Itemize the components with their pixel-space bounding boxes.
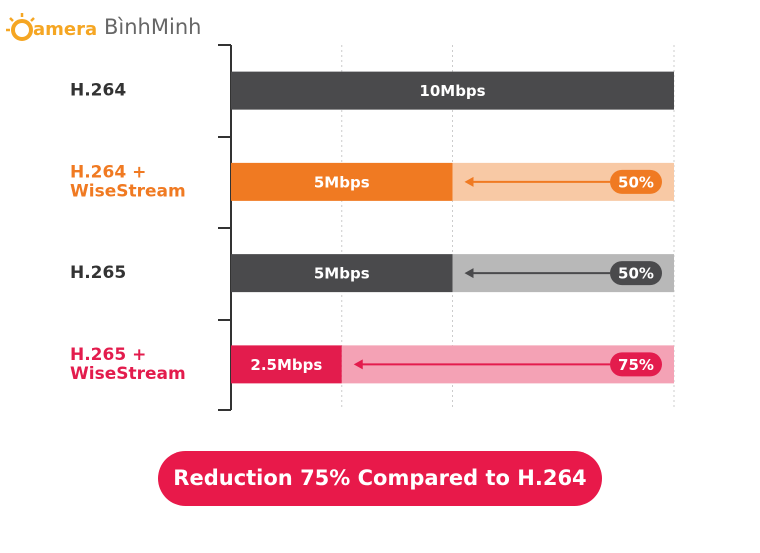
bar-label: 2.5Mbps — [250, 356, 322, 374]
axis-ticks — [218, 44, 231, 411]
arrow-head — [353, 359, 363, 370]
logo-text: amera — [33, 19, 97, 40]
reduction-label: 75% — [618, 356, 654, 374]
bar-label: 10Mbps — [419, 82, 485, 100]
reduction-badge — [610, 169, 662, 194]
logo-brand: BìnhMinh — [104, 15, 201, 39]
arrow-head — [464, 176, 474, 187]
reduction-badge — [610, 352, 662, 377]
bar — [231, 71, 674, 110]
category-label: H.264 — [70, 81, 126, 101]
logo: amera BìnhMinh — [6, 13, 201, 41]
arrow-head — [464, 268, 474, 279]
bar — [231, 345, 342, 384]
logo-rays — [6, 13, 35, 32]
footer-button — [158, 451, 602, 506]
reduction-label: 50% — [618, 173, 654, 191]
logo-icon — [11, 19, 33, 41]
reduction-badge — [610, 261, 662, 286]
category-label: WiseStream — [70, 181, 186, 201]
reduction-label: 50% — [618, 265, 654, 283]
category-label: WiseStream — [70, 364, 186, 384]
bar-label: 5Mbps — [314, 265, 370, 283]
bar — [231, 162, 453, 201]
category-label: H.264 + — [70, 162, 146, 182]
bar — [231, 254, 453, 293]
category-label: H.265 + — [70, 345, 146, 365]
footer-text: Reduction 75% Compared to H.264 — [173, 466, 586, 490]
category-label: H.265 — [70, 263, 126, 283]
bar-label: 5Mbps — [314, 173, 370, 191]
